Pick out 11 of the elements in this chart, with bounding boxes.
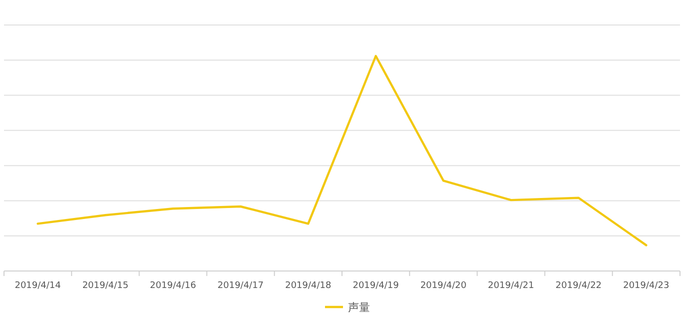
x-tick-label: 2019/4/16: [150, 281, 196, 291]
legend-label: 声量: [348, 301, 370, 314]
x-tick-label: 2019/4/17: [218, 281, 264, 291]
x-tick-label: 2019/4/23: [623, 281, 670, 291]
x-tick-label: 2019/4/20: [420, 281, 467, 291]
x-tick-label: 2019/4/14: [14, 281, 62, 291]
x-tick-label: 2019/4/18: [285, 281, 332, 291]
x-tick-label: 2019/4/22: [556, 281, 602, 291]
x-tick-label: 2019/4/21: [488, 281, 534, 291]
x-tick-label: 2019/4/19: [352, 281, 400, 291]
x-tick-label: 2019/4/15: [82, 281, 128, 291]
